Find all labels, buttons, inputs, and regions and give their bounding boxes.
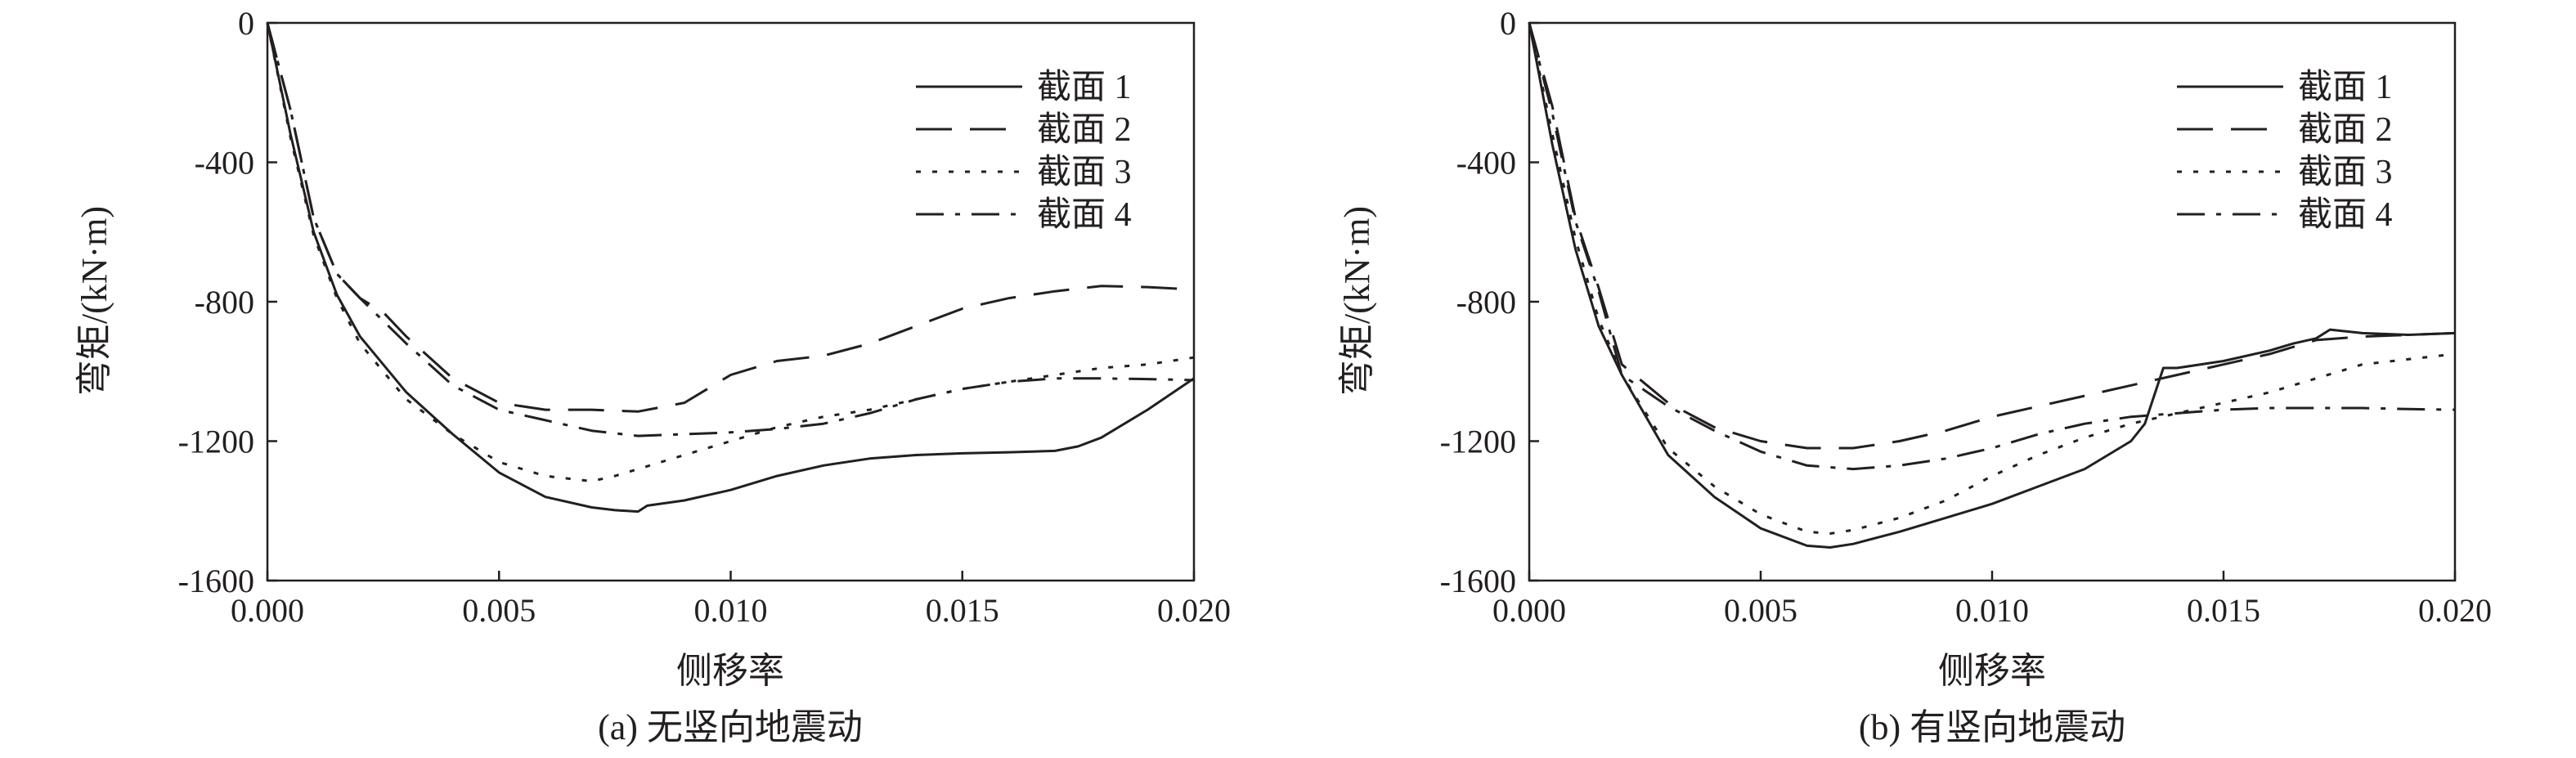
x-tick-label: 0.005 <box>1724 592 1797 629</box>
legend-label-3: 截面 3 <box>1037 154 1132 191</box>
legend-label-2: 截面 2 <box>2298 111 2393 149</box>
series-line-4 <box>1528 22 2456 471</box>
legend-label-1: 截面 1 <box>2298 69 2393 106</box>
plot-frame <box>1528 21 2457 582</box>
y-tick-label: -800 <box>1456 284 1516 321</box>
legend-label-4: 截面 4 <box>1037 196 1132 234</box>
x-tick-label: 0.000 <box>1492 592 1566 629</box>
series-line-1 <box>1528 22 2456 549</box>
x-axis-label: 侧移率 <box>1938 651 2046 691</box>
y-tick-label: -1600 <box>178 563 254 599</box>
legend-label-4: 截面 4 <box>2298 196 2393 234</box>
panel-caption: (b) 有竖向地震动 <box>1859 707 2125 747</box>
x-tick-label: 0.015 <box>2187 592 2260 629</box>
series-line-3 <box>266 22 1195 482</box>
y-tick-label: -1200 <box>178 424 254 460</box>
x-tick-label: 0.010 <box>694 592 768 629</box>
series-line-4 <box>266 22 1195 437</box>
y-tick-label: -400 <box>195 145 254 182</box>
y-tick-label: -1200 <box>1440 424 1516 460</box>
chart-panel-a: 弯矩/(kN·m) 侧移率 (a) 无竖向地震动 0.000 0.005 0.010… <box>74 5 1231 747</box>
y-tick-label: -800 <box>195 284 254 321</box>
x-tick-label: 0.015 <box>926 592 999 629</box>
y-tick-label: 0 <box>1500 5 1516 42</box>
y-axis-label: 弯矩/(kN·m) <box>1337 206 1377 396</box>
x-tick-label: 0.020 <box>1157 592 1231 629</box>
x-tick-label: 0.005 <box>462 592 536 629</box>
legend-label-2: 截面 2 <box>1037 111 1132 149</box>
legend-label-1: 截面 1 <box>1037 69 1132 106</box>
y-tick-label: -1600 <box>1440 563 1516 599</box>
x-tick-label: 0.010 <box>1955 592 2029 629</box>
legend-label-3: 截面 3 <box>2298 154 2393 191</box>
y-axis-label: 弯矩/(kN·m) <box>74 206 114 396</box>
y-tick-label: -400 <box>1456 145 1516 182</box>
x-axis-label: 侧移率 <box>676 651 784 691</box>
series-line-1 <box>266 22 1195 514</box>
plot-frame <box>266 21 1196 582</box>
chart-panel-b: 弯矩/(kN·m) 侧移率 (b) 有竖向地震动 0.000 0.005 0.010… <box>1337 5 2492 747</box>
panel-caption: (a) 无竖向地震动 <box>598 707 863 747</box>
y-tick-label: 0 <box>238 5 254 42</box>
x-tick-label: 0.020 <box>2418 592 2492 629</box>
x-tick-label: 0.000 <box>231 592 304 629</box>
series-line-2 <box>1528 22 2456 450</box>
